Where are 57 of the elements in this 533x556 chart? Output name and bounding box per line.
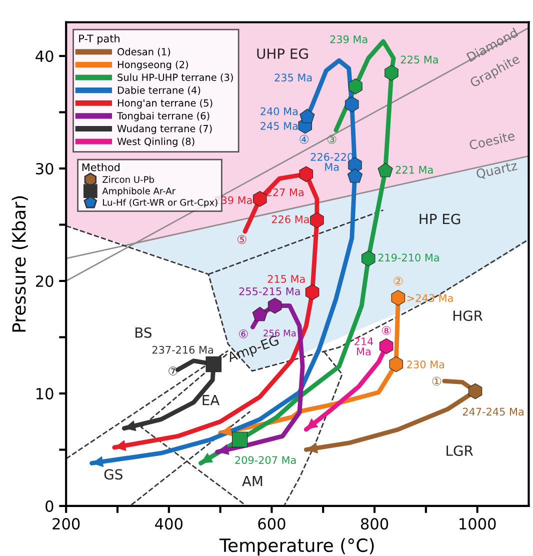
annotation: UHP EG	[257, 48, 308, 59]
y-tick-label: 30	[36, 162, 54, 175]
annotation: 235 Ma	[274, 74, 312, 82]
legend-label: Wudang terrane (7)	[117, 124, 212, 134]
annotation: EA	[202, 395, 220, 406]
annotation: 219-210 Ma	[378, 254, 439, 262]
annotation: 237-216 Ma	[152, 346, 213, 354]
y-tick-label: 0	[46, 500, 54, 512]
annotation: ⑤	[237, 235, 246, 244]
y-tick-label: 20	[36, 275, 54, 287]
annotation: Method	[82, 163, 120, 172]
annotation: 239 Ma	[330, 35, 368, 44]
annotation: Coesite	[468, 130, 516, 150]
legend-label: Dabie terrane (4)	[118, 86, 200, 95]
x-tick-label: 800	[360, 518, 388, 530]
annotation: ③	[327, 134, 336, 144]
annotation: 214 Ma	[354, 337, 374, 356]
annotation: ④	[300, 134, 309, 144]
legend-label: Zircon U-Pb	[102, 176, 154, 183]
annotation: ①	[432, 376, 442, 386]
annotation: 255-215 Ma	[239, 287, 300, 296]
x-axis-title: Temperature (°C)	[219, 538, 374, 556]
legend-label: Sulu HP-UHP terrane (3)	[118, 73, 233, 82]
annotation: ②	[394, 276, 403, 286]
y-tick-label: 40	[36, 50, 54, 62]
annotation: BS	[136, 327, 152, 338]
y-tick-label: 10	[36, 388, 54, 400]
annotation: 215 Ma	[268, 274, 305, 283]
annotation: ⑧	[382, 326, 391, 335]
x-tick-label: 1000	[460, 518, 496, 530]
legend-label: Amphibole Ar-Ar	[102, 187, 176, 196]
annotation: HGR	[454, 310, 483, 321]
legend-label: West Qinling (8)	[117, 138, 194, 147]
annotation: Quartz	[476, 160, 518, 180]
annotation: 240 Ma	[260, 107, 298, 116]
annotation: 247-245 Ma	[462, 408, 524, 416]
legend-label: Odesan (1)	[118, 48, 170, 57]
annotation: 226 Ma	[272, 215, 309, 224]
annotation: 225 Ma	[400, 56, 438, 64]
x-tick-label: 600	[258, 518, 286, 530]
annotation: 245 Ma	[260, 122, 298, 130]
legend-label: Hongseong (2)	[118, 60, 188, 70]
legend-label: Hong'an terrane (5)	[118, 99, 212, 109]
annotation: LGR	[446, 445, 474, 456]
annotation: 209-207 Ma	[235, 456, 296, 464]
annotation: >243 Ma	[407, 294, 453, 302]
annotation: HP EG	[420, 214, 460, 224]
legend-title: P-T path	[79, 34, 120, 44]
annotation: AM	[242, 476, 262, 486]
x-tick-label: 200	[52, 518, 80, 530]
legend-label: Tongbai terrane (6)	[116, 112, 210, 122]
x-tick-label: 400	[155, 518, 182, 530]
annotation: 230 Ma	[407, 360, 444, 368]
annotation: 221 Ma	[396, 166, 433, 174]
annotation: 256 Ma	[264, 330, 296, 336]
annotation: GS	[104, 469, 122, 480]
y-axis-title: Pressure (Kbar)	[12, 196, 28, 332]
